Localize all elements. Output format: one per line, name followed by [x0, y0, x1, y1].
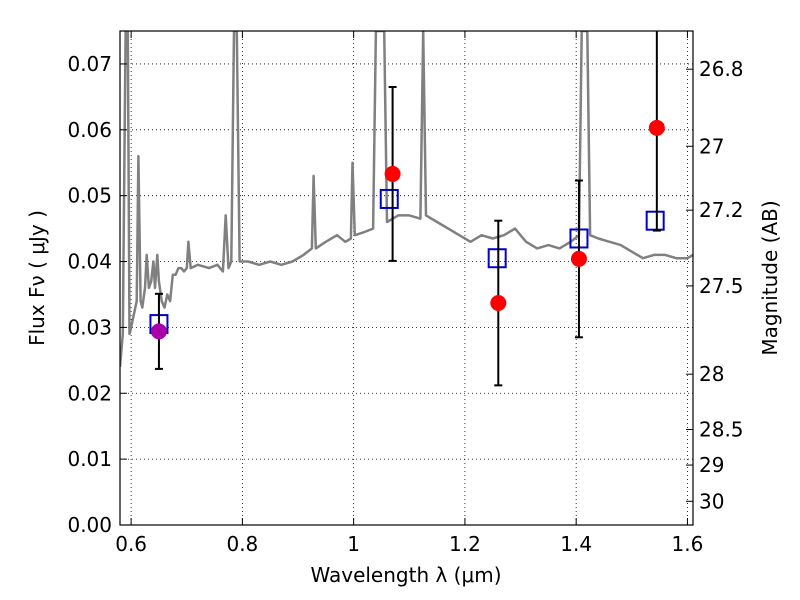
x-tick-label: 1.6 — [672, 532, 704, 556]
y-axis-label-left: Flux Fν ( μJy ) — [25, 210, 49, 346]
y-tick-label: 0.05 — [67, 184, 112, 208]
observed-flux-point — [384, 165, 401, 182]
error-layer — [149, 31, 665, 387]
x-tick-label: 1.4 — [560, 532, 592, 556]
x-tick-label: 0.8 — [226, 532, 258, 556]
y-tick-label: 0.04 — [67, 250, 112, 274]
model-square-point — [645, 210, 665, 231]
observed-flux-point — [570, 250, 587, 267]
model-square-point — [379, 188, 399, 209]
plot-frame — [119, 30, 694, 526]
mag-tick-label: 27 — [699, 134, 724, 158]
grid — [120, 31, 693, 525]
mag-tick-label: 28 — [699, 362, 724, 386]
mag-tick-label: 28.5 — [699, 417, 744, 441]
x-tick-label: 1 — [347, 532, 360, 556]
ticks: 0.6 0.8 1 1.2 1.4 1.6 0.00 0.01 0.02 0.03 0.04 0.05… — [67, 31, 744, 556]
mag-tick-label: 30 — [699, 489, 724, 513]
observed-flux-point — [490, 295, 507, 312]
mag-tick-label: 29 — [699, 453, 724, 477]
data-layer — [120, 31, 693, 368]
mag-tick-label: 26.8 — [699, 57, 744, 81]
y-tick-label: 0.07 — [67, 52, 112, 76]
model-square-point — [487, 248, 507, 269]
mag-tick-label: 27.5 — [699, 274, 744, 298]
y-tick-label: 0.06 — [67, 118, 112, 142]
x-tick-label: 0.6 — [115, 532, 147, 556]
y-axis-label-right: Magnitude (AB) — [758, 200, 782, 355]
mag-tick-label: 27.2 — [699, 198, 744, 222]
y-tick-label: 0.00 — [67, 513, 112, 537]
observed-flux-point — [150, 323, 167, 340]
x-tick-label: 1.2 — [449, 532, 481, 556]
y-tick-label: 0.02 — [67, 381, 112, 405]
spectrum-line — [120, 31, 693, 368]
y-tick-label: 0.01 — [67, 447, 112, 471]
y-tick-label: 0.03 — [67, 315, 112, 339]
x-axis-label: Wavelength λ (μm) — [310, 563, 501, 587]
observed-flux-point — [648, 119, 665, 136]
